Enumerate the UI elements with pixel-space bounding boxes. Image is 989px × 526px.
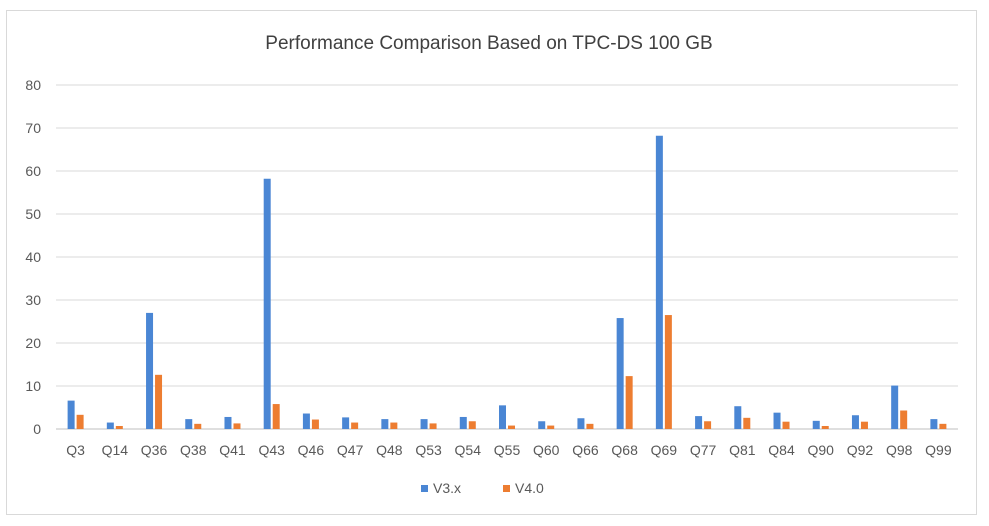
bar-v3x-q36 [146, 312, 154, 429]
bar-v40-q60 [547, 425, 555, 429]
bar-v40-q84 [782, 421, 790, 429]
bar-v40-q48 [390, 422, 398, 429]
x-tick-label: Q43 [258, 442, 285, 458]
y-tick-label: 60 [25, 163, 41, 179]
bar-v40-q38 [194, 423, 202, 429]
y-tick-label: 80 [25, 77, 41, 93]
y-tick-label: 50 [25, 206, 41, 222]
x-tick-label: Q47 [337, 442, 364, 458]
x-tick-label: Q81 [729, 442, 756, 458]
y-tick-label: 40 [25, 249, 41, 265]
bar-v40-q81 [743, 417, 751, 429]
bar-v3x-q60 [538, 421, 546, 429]
y-tick-label: 70 [25, 120, 41, 136]
bar-v3x-q14 [106, 422, 114, 429]
grid-layer [56, 84, 958, 430]
x-tick-label: Q69 [651, 442, 678, 458]
bar-v40-q3 [76, 414, 84, 429]
bar-v3x-q77 [695, 416, 703, 429]
y-tick-label: 0 [33, 421, 41, 437]
bar-v3x-q69 [655, 135, 663, 430]
x-tick-label: Q92 [847, 442, 874, 458]
bar-v40-q92 [860, 421, 868, 429]
bar-v40-q46 [311, 419, 319, 429]
legend-label-v3x: V3.x [433, 480, 461, 496]
bar-v3x-q3 [67, 400, 75, 429]
bar-v3x-q47 [342, 417, 350, 429]
legend-swatch-v3x [421, 485, 428, 492]
bar-v3x-q92 [851, 415, 859, 429]
bar-v40-q77 [704, 421, 712, 429]
x-tick-label: Q99 [925, 442, 952, 458]
legend: V3.x V4.0 [421, 480, 544, 496]
bar-v40-q68 [625, 376, 633, 429]
x-tick-label: Q46 [298, 442, 325, 458]
legend-swatch-v40 [503, 485, 510, 492]
bar-v40-q99 [939, 423, 947, 429]
y-axis: 0 10 20 30 40 50 60 70 80 [25, 77, 41, 437]
x-tick-label: Q38 [180, 442, 207, 458]
bar-v3x-q99 [930, 419, 938, 429]
x-tick-label: Q48 [376, 442, 403, 458]
bar-v40-q43 [272, 404, 280, 429]
bar-v40-q98 [900, 410, 908, 429]
y-tick-label: 20 [25, 335, 41, 351]
bar-v3x-q55 [499, 405, 506, 429]
x-tick-label: Q90 [808, 442, 835, 458]
bar-v3x-q53 [420, 419, 428, 429]
bar-v40-q54 [468, 421, 476, 429]
bar-v3x-q38 [185, 419, 193, 429]
bar-v3x-q66 [577, 418, 585, 429]
bar-v3x-q41 [224, 416, 232, 429]
chart-frame [6, 10, 977, 515]
x-tick-label: Q84 [768, 442, 795, 458]
x-tick-label: Q98 [886, 442, 913, 458]
x-tick-label: Q66 [572, 442, 599, 458]
bar-v40-q55 [508, 425, 515, 429]
bar-v3x-q43 [263, 178, 271, 429]
bar-v3x-q84 [773, 412, 781, 429]
bar-v40-q69 [664, 315, 672, 429]
bar-v40-q41 [233, 423, 241, 429]
bar-v3x-q68 [616, 318, 624, 429]
bar-v3x-q98 [891, 385, 899, 429]
x-tick-label: Q68 [611, 442, 638, 458]
x-tick-label: Q41 [219, 442, 246, 458]
bar-v40-q66 [586, 423, 594, 429]
bar-v3x-q81 [734, 406, 742, 429]
y-tick-label: 30 [25, 292, 41, 308]
bar-v40-q47 [351, 422, 359, 429]
bar-v40-q14 [115, 425, 123, 429]
x-tick-label: Q54 [455, 442, 482, 458]
x-axis: Q3 Q14 Q36 Q38 Q41 Q43 Q46 Q47 Q48 Q53 Q54 Q55 Q60 Q6… [66, 442, 952, 458]
x-tick-label: Q77 [690, 442, 717, 458]
legend-label-v40: V4.0 [515, 480, 544, 496]
bar-v40-q53 [429, 423, 437, 429]
x-tick-label: Q60 [533, 442, 560, 458]
y-tick-label: 10 [25, 378, 41, 394]
x-tick-label: Q3 [66, 442, 85, 458]
x-tick-label: Q14 [102, 442, 129, 458]
bar-v3x-q90 [812, 420, 820, 429]
bar-v40-q36 [155, 374, 163, 429]
x-tick-label: Q53 [415, 442, 442, 458]
bar-v3x-q48 [381, 419, 389, 429]
bars-layer [67, 135, 947, 430]
bar-v3x-q46 [302, 413, 310, 429]
bar-v40-q90 [821, 425, 829, 429]
chart-title: Performance Comparison Based on TPC-DS 1… [265, 33, 712, 54]
x-tick-label: Q55 [494, 442, 521, 458]
bar-v3x-q54 [459, 416, 467, 429]
x-tick-label: Q36 [141, 442, 168, 458]
